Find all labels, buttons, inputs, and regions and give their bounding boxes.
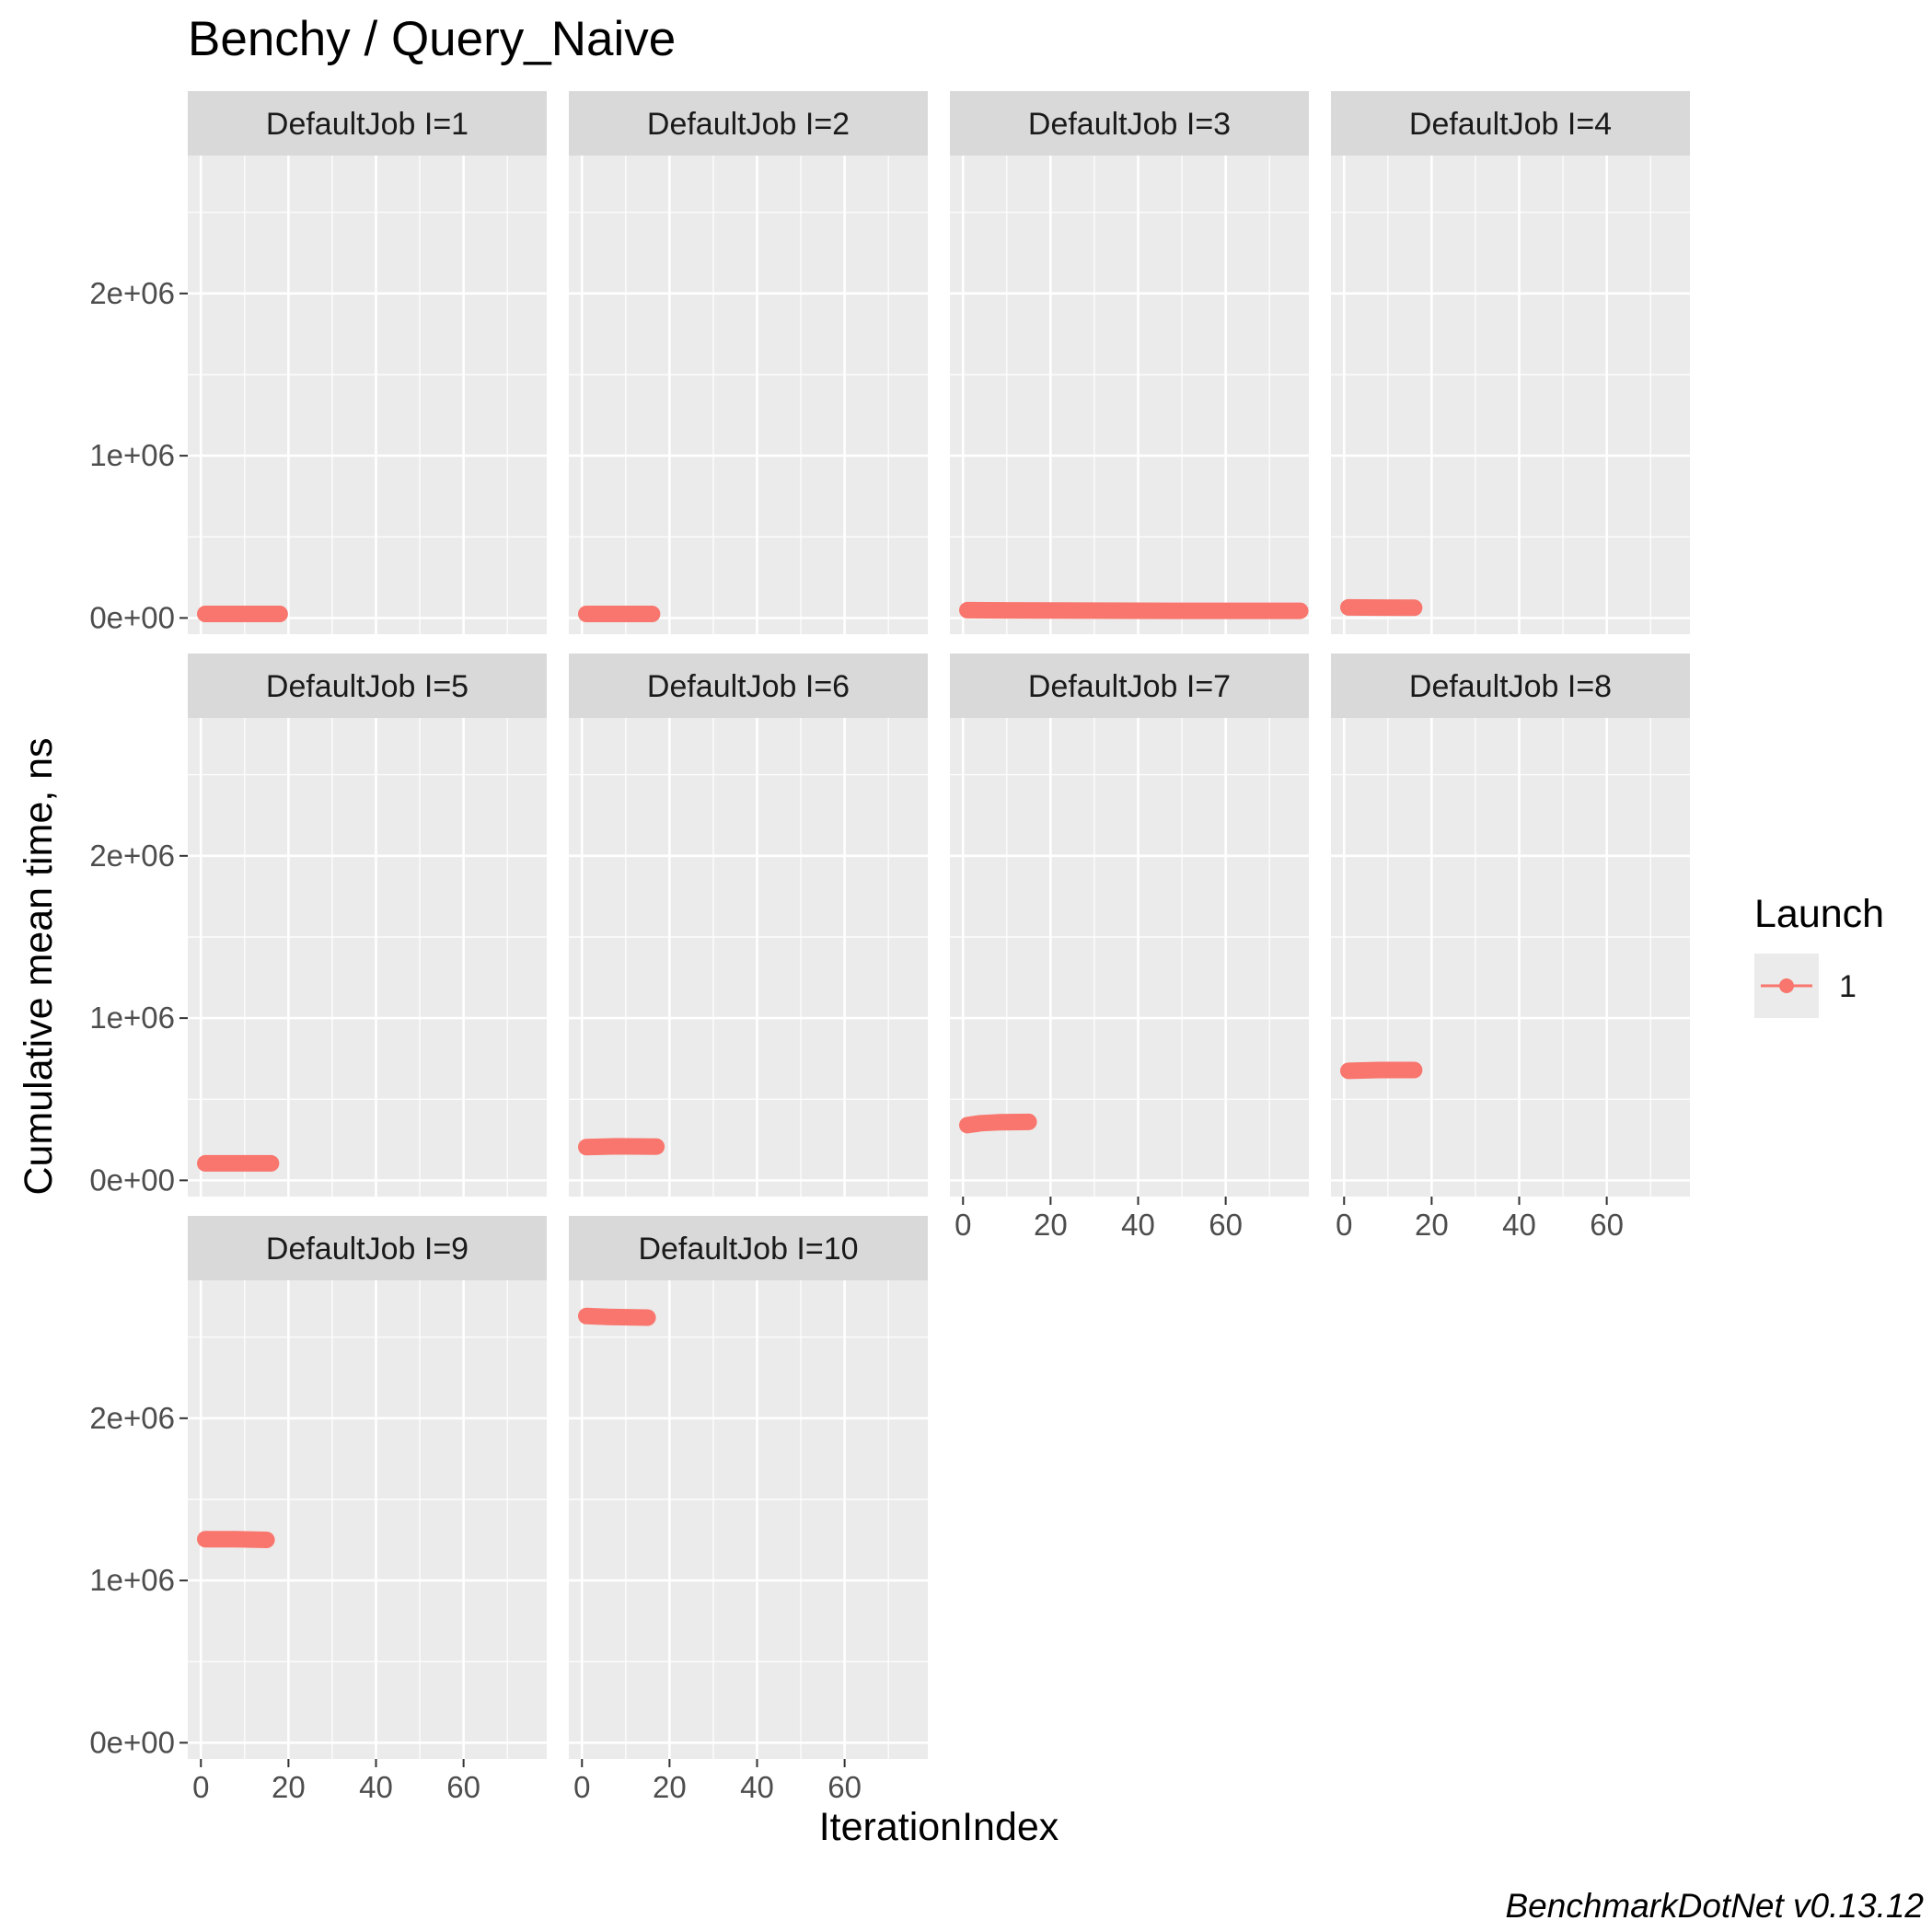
y-tick-label: 0e+00 [89,1725,175,1759]
legend-title: Launch [1754,892,1884,936]
x-tick-label: 0 [573,1770,590,1804]
facet-strip [569,654,928,718]
facet-strip [569,91,928,156]
facet-strip [950,654,1309,718]
x-tick-label: 0 [1336,1208,1352,1242]
y-tick-label: 0e+00 [89,1163,175,1197]
series-line [578,1138,665,1156]
facet-panel: DefaultJob I=7 0 20 40 60 [950,654,1309,1242]
facet-strip [188,654,547,718]
facet-strip-label: DefaultJob I=7 [1028,669,1231,704]
series-line [1340,1061,1423,1080]
series-line [197,1531,275,1548]
facet-panel: DefaultJob I=1 0e+00 1e+06 2e+06 [89,91,547,634]
x-tick-label: 40 [1502,1208,1536,1242]
series-line [959,601,1309,619]
chart-title: Benchy / Query_Naive [188,12,676,66]
legend: Launch 1 [1754,892,1884,1018]
facet-strip-label: DefaultJob I=4 [1409,107,1612,142]
x-tick-label: 40 [359,1770,393,1804]
facet-strip-label: DefaultJob I=10 [638,1232,858,1267]
facet-strip [1331,91,1690,156]
facet-strip [569,1216,928,1280]
facet-panel: DefaultJob I=4 [1331,91,1690,634]
x-tick-label: 20 [653,1770,687,1804]
y-tick-label: 1e+06 [89,438,175,472]
facet-strip [1331,654,1690,718]
x-tick-label: 60 [827,1770,862,1804]
facet-strip-label: DefaultJob I=2 [647,107,850,142]
facet-panel: DefaultJob I=8 0 20 40 60 [1331,654,1690,1242]
facet-strip [188,1216,547,1280]
facet-strip-label: DefaultJob I=5 [266,669,469,704]
y-tick-label: 1e+06 [89,1001,175,1035]
caption: BenchmarkDotNet v0.13.12 [1505,1887,1924,1925]
facet-panel: DefaultJob I=2 [569,91,928,634]
x-tick-label: 60 [1590,1208,1624,1242]
facet-panel: DefaultJob I=6 [569,654,928,1197]
facet-panel: DefaultJob I=3 [950,91,1309,634]
facet-strip [950,91,1309,156]
facet-panel: DefaultJob I=10 0 20 40 60 [569,1216,928,1804]
panel-background [1331,718,1690,1197]
facet-panel: DefaultJob I=5 0e+00 1e+06 2e+06 [89,654,547,1197]
panel-background [1331,156,1690,634]
series-line [959,1113,1037,1134]
facet-panel: DefaultJob I=9 0e+00 1e+06 2e+06 0 20 40 60 [89,1216,547,1804]
facet-strip-label: DefaultJob I=6 [647,669,850,704]
facet-panels: DefaultJob I=10e+001e+062e+06DefaultJob … [89,91,1690,1804]
panel-background [188,1280,547,1759]
facet-strip-label: DefaultJob I=8 [1409,669,1612,704]
legend-entry-label: 1 [1839,969,1857,1004]
panel-background [569,156,928,634]
y-axis-label: Cumulative mean time, ns [17,737,61,1195]
x-axis-label: IterationIndex [819,1805,1059,1849]
y-tick-label: 1e+06 [89,1563,175,1597]
panel-background [950,156,1309,634]
x-tick-label: 0 [192,1770,209,1804]
y-tick-label: 0e+00 [89,600,175,634]
legend-key-point [1779,978,1794,993]
panel-background [188,156,547,634]
x-tick-label: 20 [272,1770,306,1804]
x-tick-label: 20 [1034,1208,1068,1242]
x-tick-label: 0 [954,1208,971,1242]
facet-strip-label: DefaultJob I=1 [266,107,469,142]
y-tick-label: 2e+06 [89,276,175,310]
panel-background [188,718,547,1197]
facet-strip-label: DefaultJob I=3 [1028,107,1231,142]
panel-background [569,718,928,1197]
facet-strip [188,91,547,156]
x-tick-label: 40 [740,1770,774,1804]
series-line [578,1307,656,1326]
x-tick-label: 60 [1209,1208,1243,1242]
y-tick-label: 2e+06 [89,1401,175,1435]
x-tick-label: 60 [446,1770,480,1804]
facet-strip-label: DefaultJob I=9 [266,1232,469,1267]
x-tick-label: 20 [1415,1208,1449,1242]
panel-background [569,1280,928,1759]
y-tick-label: 2e+06 [89,839,175,873]
x-tick-label: 40 [1121,1208,1155,1242]
